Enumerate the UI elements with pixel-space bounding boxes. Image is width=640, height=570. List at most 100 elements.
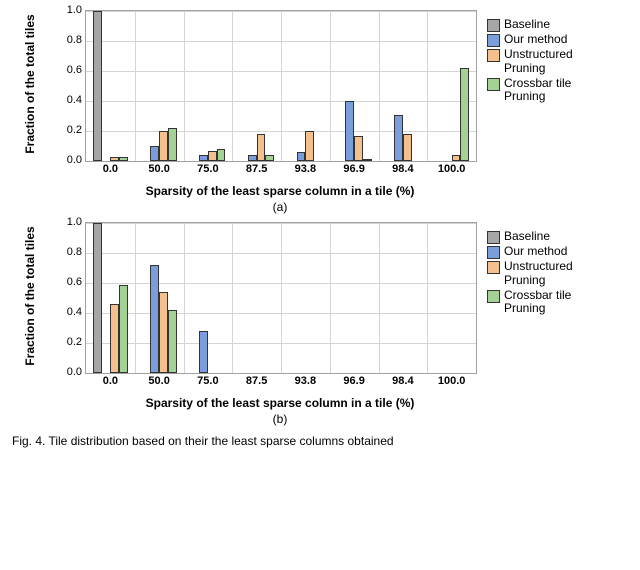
- bar-our_method: [150, 146, 159, 161]
- gridline-v: [135, 223, 136, 373]
- bar-our_method: [199, 155, 208, 161]
- y-tick-label: 0.6: [56, 276, 82, 288]
- gridline-v: [281, 223, 282, 373]
- legend: BaselineOur methodUnstructured PruningCr…: [487, 230, 604, 317]
- y-tick-label: 0.8: [56, 246, 82, 258]
- y-axis-label: Fraction of the total tiles: [23, 9, 37, 159]
- bar-crossbar: [168, 128, 177, 161]
- bar-unstructured: [110, 157, 119, 162]
- bar-unstructured: [354, 136, 363, 162]
- bar-crossbar: [119, 285, 128, 374]
- legend-item: Crossbar tile Pruning: [487, 289, 604, 317]
- figure-panel-chart_b: Fraction of the total tiles0.00.20.40.60…: [10, 222, 640, 426]
- y-tick-label: 0.2: [56, 124, 82, 136]
- x-axis-label: Sparsity of the least sparse column in a…: [85, 184, 475, 198]
- y-tick-label: 0.8: [56, 34, 82, 46]
- x-tick-label: 87.5: [246, 163, 267, 175]
- y-axis-label: Fraction of the total tiles: [23, 221, 37, 371]
- legend-item: Baseline: [487, 230, 604, 244]
- y-tick-label: 0.2: [56, 336, 82, 348]
- bar-our_method: [248, 155, 257, 161]
- legend-item: Unstructured Pruning: [487, 48, 604, 76]
- chart-wrap: Fraction of the total tiles0.00.20.40.60…: [85, 10, 477, 214]
- x-tick-label: 75.0: [197, 163, 218, 175]
- x-tick-label: 50.0: [148, 163, 169, 175]
- legend-label: Our method: [504, 33, 567, 47]
- bar-unstructured: [159, 131, 168, 161]
- legend-label: Unstructured Pruning: [504, 48, 604, 76]
- bar-our_method: [199, 331, 208, 373]
- x-tick-label: 93.8: [295, 375, 316, 387]
- gridline-v: [232, 223, 233, 373]
- x-tick-label: 75.0: [197, 375, 218, 387]
- legend-swatch: [487, 246, 500, 259]
- legend-swatch: [487, 231, 500, 244]
- bar-baseline: [93, 11, 102, 161]
- gridline-v: [427, 11, 428, 161]
- legend-swatch: [487, 49, 500, 62]
- legend-item: Unstructured Pruning: [487, 260, 604, 288]
- bar-crossbar: [168, 310, 177, 373]
- y-tick-label: 0.4: [56, 306, 82, 318]
- x-tick-label: 96.9: [343, 375, 364, 387]
- legend-label: Crossbar tile Pruning: [504, 289, 604, 317]
- legend-swatch: [487, 19, 500, 32]
- gridline-v: [135, 11, 136, 161]
- legend-label: Our method: [504, 245, 567, 259]
- bar-crossbar: [265, 155, 274, 161]
- x-tick-label: 100.0: [438, 375, 466, 387]
- x-tick-label: 93.8: [295, 163, 316, 175]
- y-tick-label: 1.0: [56, 216, 82, 228]
- bar-unstructured: [110, 304, 119, 373]
- bar-crossbar: [460, 68, 469, 161]
- legend-label: Baseline: [504, 18, 550, 32]
- y-tick-label: 1.0: [56, 4, 82, 16]
- y-tick-label: 0.4: [56, 94, 82, 106]
- figure-panel-chart_a: Fraction of the total tiles 0.0 0.2 0.4 0.6 0…: [10, 10, 640, 214]
- gridline-v: [379, 11, 380, 161]
- bar-crossbar: [119, 157, 128, 162]
- legend-swatch: [487, 261, 500, 274]
- bar-unstructured: [208, 151, 217, 162]
- gridline-v: [379, 223, 380, 373]
- y-tick-label: 0.6: [56, 64, 82, 76]
- bar-baseline: [93, 223, 102, 373]
- bar-crossbar: [363, 159, 372, 161]
- bar-unstructured: [403, 134, 412, 161]
- legend-item: Our method: [487, 33, 604, 47]
- gridline-v: [330, 223, 331, 373]
- x-tick-label: 50.0: [148, 375, 169, 387]
- bar-unstructured: [452, 155, 461, 161]
- bar-our_method: [297, 152, 306, 161]
- legend-item: Our method: [487, 245, 604, 259]
- x-tick-label: 0.0: [103, 375, 118, 387]
- legend-label: Crossbar tile Pruning: [504, 77, 604, 105]
- bar-our_method: [345, 101, 354, 161]
- legend-item: Baseline: [487, 18, 604, 32]
- legend-swatch: [487, 78, 500, 91]
- legend: BaselineOur methodUnstructured PruningCr…: [487, 18, 604, 105]
- legend-label: Baseline: [504, 230, 550, 244]
- bar-unstructured: [305, 131, 314, 161]
- x-tick-label: 98.4: [392, 163, 413, 175]
- subplot-label: (a): [85, 200, 475, 214]
- legend-swatch: [487, 290, 500, 303]
- chart-wrap: Fraction of the total tiles0.00.20.40.60…: [85, 222, 477, 426]
- y-tick-label: 0.0: [56, 154, 82, 166]
- x-tick-label: 98.4: [392, 375, 413, 387]
- gridline-v: [330, 11, 331, 161]
- bar-unstructured: [257, 134, 266, 161]
- x-tick-label: 87.5: [246, 375, 267, 387]
- figure-caption: Fig. 4. Tile distribution based on their…: [10, 434, 640, 448]
- bar-unstructured: [159, 292, 168, 373]
- legend-item: Crossbar tile Pruning: [487, 77, 604, 105]
- gridline-v: [184, 11, 185, 161]
- x-tick-label: 100.0: [438, 163, 466, 175]
- y-tick-label: 0.0: [56, 366, 82, 378]
- plot-area: 0.00.20.40.60.81.00.050.075.087.593.896.…: [85, 222, 477, 374]
- subplot-label: (b): [85, 412, 475, 426]
- x-axis-label: Sparsity of the least sparse column in a…: [85, 396, 475, 410]
- bar-our_method: [394, 115, 403, 162]
- x-tick-label: 0.0: [103, 163, 118, 175]
- x-tick-label: 96.9: [343, 163, 364, 175]
